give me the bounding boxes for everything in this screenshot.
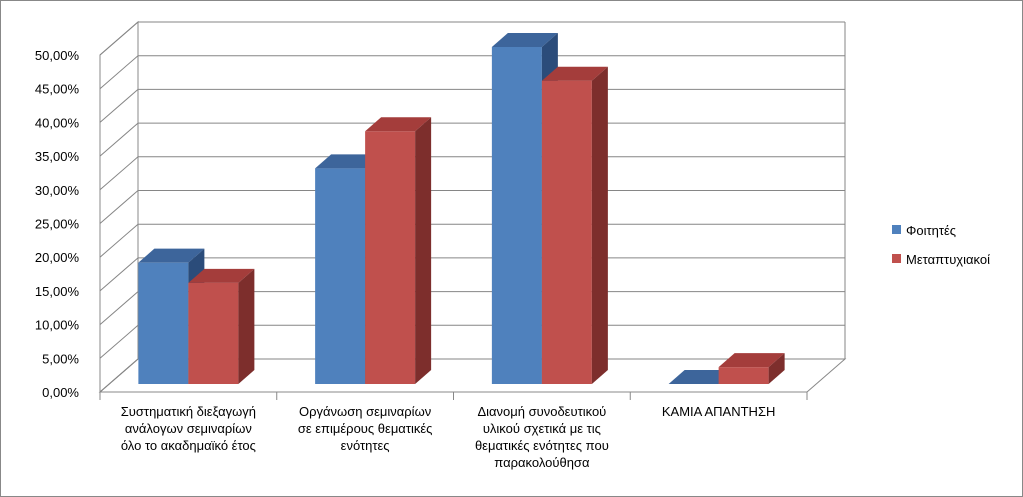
gridline — [99, 122, 845, 157]
y-tick-label: 10,00% — [35, 318, 80, 333]
bar-front — [491, 47, 542, 384]
y-tick-label: 20,00% — [35, 250, 80, 265]
y-tick-label: 0,00% — [42, 385, 79, 400]
bar-top — [668, 370, 735, 384]
bar-series-2 — [365, 117, 432, 384]
bar-top — [138, 248, 205, 263]
category-label: Συστηματική διεξαγωγή ανάλογων σεμιναρίων… — [121, 404, 256, 453]
gridline — [99, 88, 845, 123]
y-tick-label: 15,00% — [35, 284, 80, 299]
legend-swatch — [892, 225, 901, 234]
bar-series-2 — [188, 268, 255, 384]
gridline — [99, 55, 845, 90]
bar-series-2 — [541, 66, 608, 384]
bar-front — [188, 282, 239, 384]
legend-label: Μεταπτυχιακοί — [906, 252, 990, 267]
gridline — [99, 156, 845, 191]
bar-side — [591, 66, 608, 384]
bar-front — [718, 367, 769, 384]
bar-top — [718, 353, 785, 368]
bar-top — [541, 66, 608, 81]
y-tick-label: 5,00% — [42, 351, 79, 366]
bar-series-1 — [668, 370, 735, 384]
gridline — [99, 257, 845, 292]
bar-side — [768, 353, 785, 384]
bar-front — [365, 131, 416, 384]
y-tick-label: 25,00% — [35, 217, 80, 232]
gridline — [99, 358, 845, 393]
legend-label: Φοιτητές — [906, 223, 956, 238]
gridlines — [99, 21, 846, 393]
bar-front — [541, 80, 592, 384]
bar-front — [138, 262, 189, 384]
y-tick-label: 50,00% — [35, 48, 80, 63]
bar-top — [315, 154, 382, 169]
gridline — [99, 223, 845, 258]
bar-top — [491, 33, 558, 47]
gridline — [99, 324, 845, 359]
gridline — [99, 21, 845, 56]
bar-series-2 — [718, 353, 785, 384]
y-tick-label: 40,00% — [35, 115, 80, 130]
bar-side — [415, 117, 432, 384]
gridline — [99, 190, 845, 224]
category-label: Οργάνωση σεμιναρίων σε επιμέρους θεματικέ… — [298, 404, 433, 453]
category-labels: Συστηματική διεξαγωγή ανάλογων σεμιναρίων… — [99, 392, 808, 470]
y-axis-ticks: 0,00% 5,00% 10,00% 15,00% 20,00% 25,00% 30,00%… — [35, 48, 80, 400]
legend: Φοιτητές Μεταπτυχιακοί — [892, 223, 990, 267]
legend-swatch — [892, 254, 901, 263]
category-label: Διανομή συνοδευτικού υλικού σχετικά με τι… — [475, 404, 609, 470]
bar-top — [188, 268, 255, 283]
bar-front — [315, 168, 366, 384]
category-label: ΚΑΜΙΑ ΑΠΑΝΤΗΣΗ — [662, 404, 776, 419]
gridline — [99, 291, 845, 325]
y-tick-label: 35,00% — [35, 149, 80, 164]
y-tick-label: 30,00% — [35, 183, 80, 198]
bar-top — [365, 117, 432, 132]
bars — [138, 33, 785, 384]
y-tick-label: 45,00% — [35, 82, 80, 97]
bar-side — [238, 268, 255, 384]
